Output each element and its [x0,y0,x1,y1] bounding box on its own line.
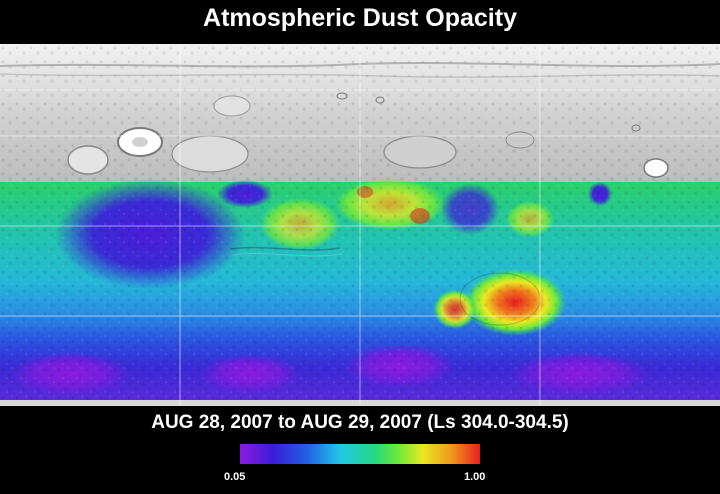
mars-opacity-map [0,44,720,406]
date-range-label: AUG 28, 2007 to AUG 29, 2007 (Ls 304.0-3… [151,412,569,433]
map-grid [0,44,720,406]
map-title: Atmospheric Dust Opacity [203,4,517,32]
colorbar-max-label: 1.00 [464,471,486,483]
colorbar-min-label: 0.05 [224,471,246,483]
opacity-colorbar [240,444,480,464]
